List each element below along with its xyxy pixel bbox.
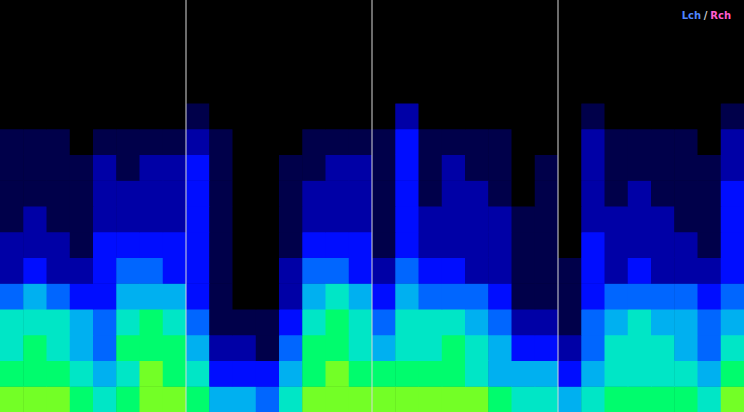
svg-text:Lch: Lch bbox=[682, 10, 701, 21]
svg-text:Rch: Rch bbox=[710, 10, 731, 21]
